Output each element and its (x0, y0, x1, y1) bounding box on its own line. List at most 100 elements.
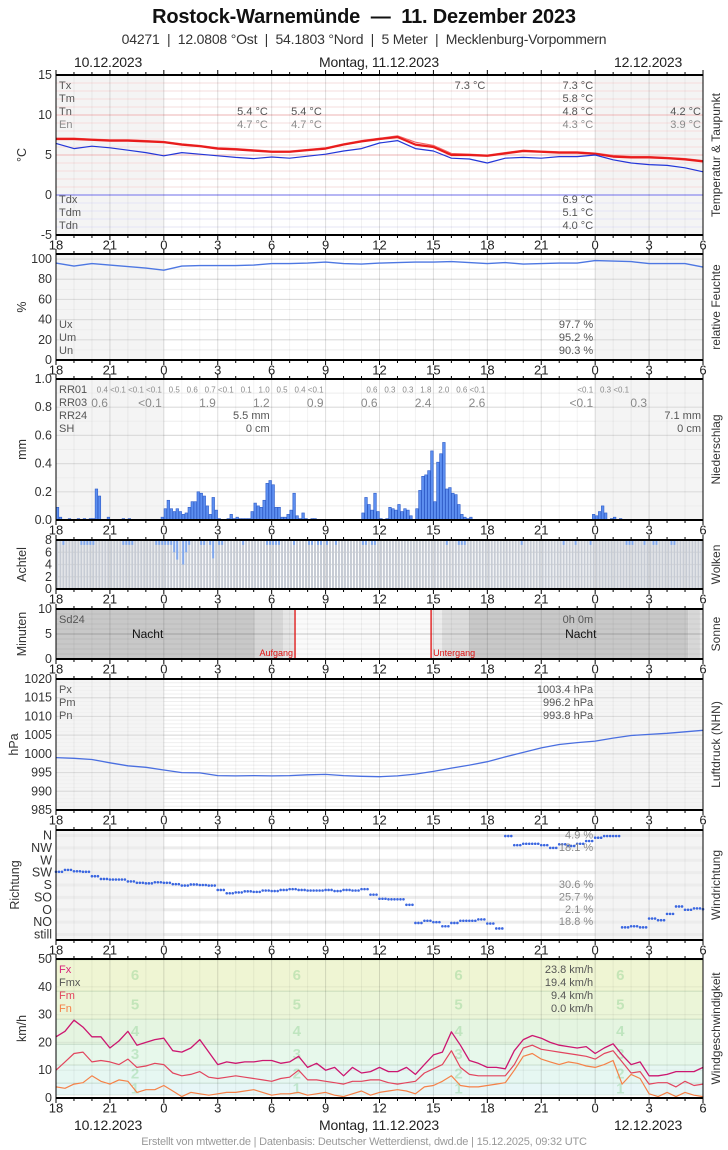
dewpoint-line (55, 140, 704, 173)
wind-direction-dot (551, 846, 555, 850)
cloud-bar (74, 540, 77, 589)
wind-direction-dot (509, 834, 513, 838)
time-axis-label: 6 (268, 363, 275, 378)
legend-value-rr01: 0.3 (384, 386, 396, 395)
legend-value-rr24: 7.1 mm (664, 410, 701, 422)
precipitation-bar (424, 474, 428, 521)
time-axis-label: 0 (592, 238, 599, 253)
beaufort-band-5 (56, 990, 703, 1020)
wind-direction-dot (668, 912, 672, 916)
wind-direction-dot (144, 882, 148, 885)
cloud-highlight-bar (272, 540, 275, 545)
wind-direction-dot (381, 897, 384, 901)
wind-direction-dot (318, 889, 321, 892)
legend-value-rr01: <0.1 (470, 386, 486, 395)
wind-direction-dot (644, 926, 648, 929)
time-axis-label: 0 (160, 1101, 167, 1116)
wind-direction-dot (671, 912, 675, 916)
y-axis-label: 0 (45, 1091, 52, 1105)
cloud-bar (469, 540, 472, 589)
cloud-highlight-bar (86, 540, 89, 545)
wind-direction-dot (117, 878, 121, 881)
time-axis-label: 0 (592, 592, 599, 607)
cloud-bar (200, 540, 203, 589)
time-axis-label: 3 (214, 523, 221, 538)
time-axis-label: 0 (160, 943, 167, 958)
time-axis-label: 6 (699, 592, 706, 607)
y-axis-label: 20 (38, 1035, 52, 1049)
cloud-bar (433, 540, 436, 589)
y-axis-label: 985 (31, 803, 52, 817)
wind-direction-dot (96, 874, 100, 878)
wind-direction-dot (641, 926, 645, 929)
cloud-bar (62, 540, 65, 589)
cloud-bar (682, 540, 685, 589)
cloud-bar (574, 540, 577, 589)
wind-direction-dot (315, 889, 318, 892)
cloud-highlight-bar (83, 540, 86, 545)
y-axis-label: 0 (45, 582, 52, 596)
cloud-bar (343, 540, 346, 589)
wind-direction-dot (366, 887, 369, 891)
wind-direction-dot (255, 890, 258, 894)
cloud-bar (233, 540, 236, 589)
precipitation-bar (457, 504, 461, 521)
wind-direction-dot (300, 888, 303, 892)
time-axis-label: 21 (103, 238, 117, 253)
time-axis-label: 15 (426, 592, 440, 607)
precipitation-bar (394, 509, 398, 521)
page-title: Rostock-Warnemünde — 11. Dezember 2023 (152, 6, 576, 28)
wind-direction-dot (453, 921, 456, 925)
legend-value-tn: 5.4 °C (237, 106, 268, 118)
night-label: Nacht (565, 627, 597, 641)
cloud-bar (586, 540, 589, 589)
wind-direction-dot (420, 921, 423, 925)
cloud-highlight-bar (562, 540, 565, 545)
legend-label-sd24: Sd24 (59, 614, 85, 626)
wind-direction-dot (264, 889, 267, 892)
beaufort-label: 4 (454, 1023, 463, 1040)
time-axis-label: 12 (372, 1101, 386, 1116)
cloud-bar (400, 540, 403, 589)
wind-direction-dot (57, 870, 61, 874)
cloud-bar (197, 540, 200, 589)
cloud-bar (239, 540, 242, 589)
wind-direction-dot (524, 842, 528, 846)
precipitation-bar (397, 504, 401, 521)
cloud-bar (493, 540, 496, 589)
cloud-bar (550, 540, 553, 589)
wind-direction-dot (545, 843, 549, 847)
wind-direction-dot (246, 890, 250, 893)
wind-direction-dot (345, 888, 348, 892)
wind-direction-dot (677, 905, 681, 908)
y-axis-label: 5 (45, 627, 52, 641)
cloud-highlight-bar (316, 540, 319, 545)
beaufort-band-4 (56, 1019, 703, 1045)
wind-direction-dot (692, 907, 696, 910)
time-axis-label: 0 (160, 363, 167, 378)
cloud-bar (559, 540, 562, 589)
cloud-bar (281, 540, 284, 589)
cloud-bar (607, 540, 610, 589)
time-axis-label: 21 (534, 523, 548, 538)
cloud-highlight-bar (185, 540, 188, 553)
cloud-bar (98, 540, 101, 589)
wind-direction-dot (477, 918, 480, 921)
time-axis-label: 12 (372, 363, 386, 378)
wind-direction-dot (539, 843, 543, 847)
cloud-bar (367, 540, 370, 589)
date-current-day: Montag, 11.12.2023 (319, 1117, 439, 1133)
y-axis-label: 10 (38, 108, 52, 122)
time-axis-label: 18 (49, 592, 63, 607)
panel-title: Wolken (709, 545, 723, 585)
wind-direction-dot (459, 919, 462, 923)
precipitation-bar (442, 442, 446, 521)
wind-direction-dot (201, 883, 205, 887)
time-axis-label: 0 (592, 523, 599, 538)
cloud-bar (260, 540, 263, 589)
cloud-bar (89, 540, 92, 589)
y-axis-label: 1020 (24, 672, 52, 686)
precipitation-bar (202, 495, 206, 521)
y-axis-label: 1.0 (35, 372, 52, 386)
cloud-bar (80, 540, 83, 589)
